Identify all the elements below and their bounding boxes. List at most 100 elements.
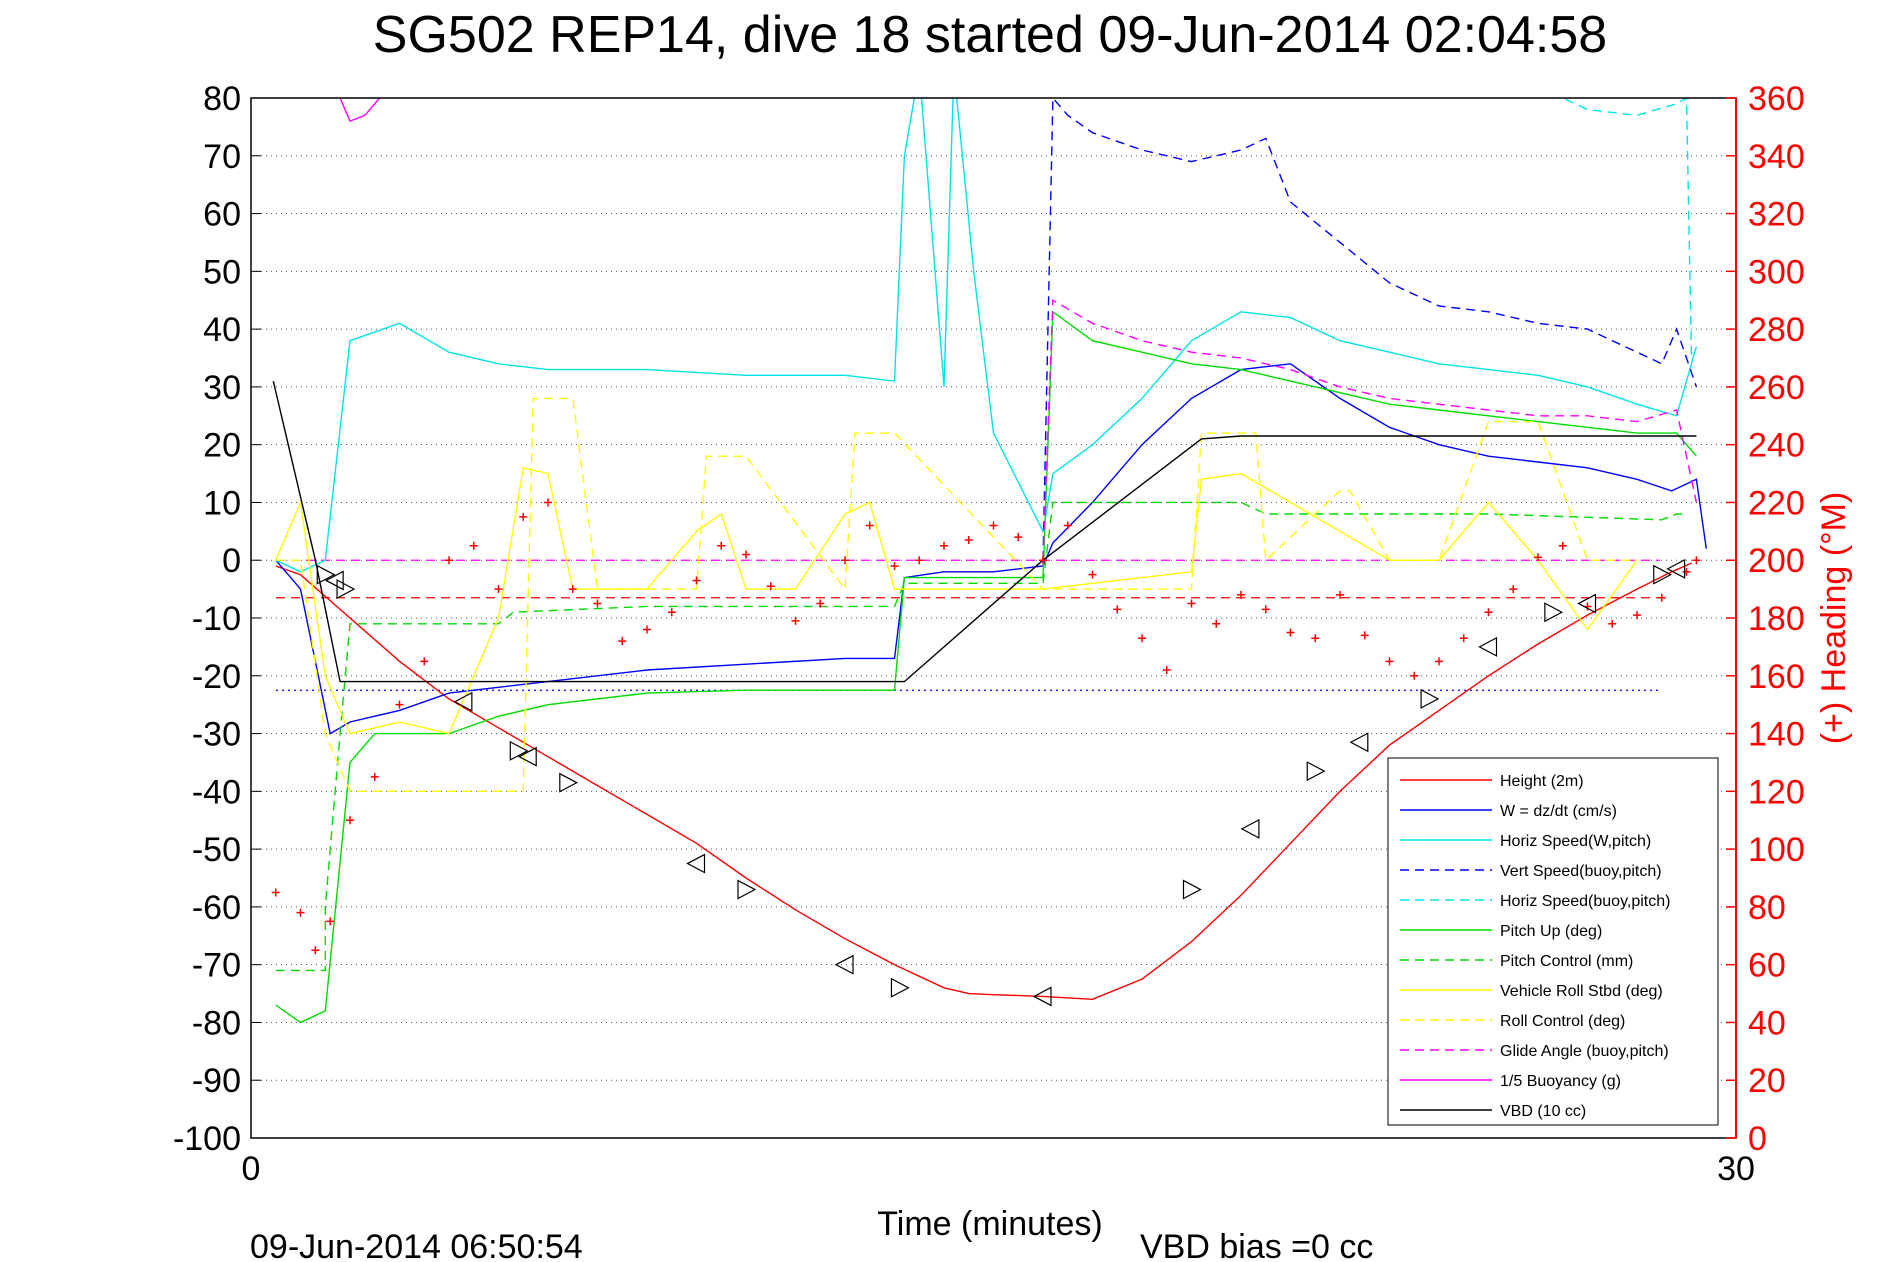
heading-point <box>519 512 528 521</box>
heading-point <box>1459 634 1468 643</box>
heading-point <box>1063 521 1072 530</box>
heading-point <box>1311 634 1320 643</box>
heading-point <box>1484 608 1493 617</box>
chart-title: SG502 REP14, dive 18 started 09-Jun-2014… <box>373 6 1607 64</box>
series-layer <box>271 98 1707 1024</box>
y-right-tick-label: 240 <box>1748 427 1805 465</box>
y-right-tick-label: 60 <box>1748 947 1786 985</box>
legend-label: Height (2m) <box>1500 773 1584 790</box>
series-line <box>275 562 1692 1001</box>
heading-point <box>816 599 825 608</box>
y-tick-label: 70 <box>203 138 241 176</box>
heading-point <box>494 585 503 594</box>
y-right-tick-label: 280 <box>1748 311 1805 349</box>
heading-point <box>841 556 849 565</box>
heading-point <box>1212 619 1221 628</box>
heading-point <box>766 582 775 591</box>
heading-point <box>1336 590 1344 599</box>
y-tick-label: 80 <box>203 80 241 118</box>
legend-label: 1/5 Buoyancy (g) <box>1500 1073 1621 1090</box>
heading-point <box>544 498 552 507</box>
legend-label: Vert Speed(buoy,pitch) <box>1500 863 1662 880</box>
series-line <box>275 98 1698 573</box>
y-tick-label: -70 <box>192 947 241 985</box>
heading-point <box>1014 533 1023 542</box>
depth-marker <box>1306 761 1326 782</box>
y-tick-label: -10 <box>192 600 241 638</box>
heading-point <box>1657 593 1666 602</box>
y-tick-label: 50 <box>203 253 241 291</box>
footer-time: 09-Jun-2014 06:50:54 <box>250 1228 583 1262</box>
y-right-tick-label: 100 <box>1748 831 1805 869</box>
y-tick-label: -90 <box>192 1062 241 1100</box>
heading-point <box>1633 611 1641 620</box>
y-right-tick-label: 200 <box>1748 542 1805 580</box>
heading-point <box>395 700 404 709</box>
depth-marker <box>1544 602 1564 623</box>
y-right-tick-label: 220 <box>1748 484 1805 522</box>
y-tick-label: -50 <box>192 831 241 869</box>
y-tick-label: -20 <box>192 658 241 696</box>
y-tick-label: -60 <box>192 889 241 927</box>
left-axis: 80 70 60 50 40 30 20 10 0 -10 -20 -30 -40 -50 -60 -70 -8… <box>173 80 261 1158</box>
footer-vbd-bias: VBD bias =0 cc <box>1140 1228 1373 1262</box>
depth-marker <box>834 954 854 975</box>
y-right-tick-label: 0 <box>1748 1120 1767 1158</box>
y-right-tick-label: 120 <box>1748 773 1805 811</box>
y-tick-label: 30 <box>203 369 241 407</box>
heading-series <box>271 498 1701 955</box>
heading-point <box>742 550 750 559</box>
heading-point <box>296 908 305 917</box>
legend-label: Pitch Up (deg) <box>1500 923 1602 940</box>
heading-point <box>1509 585 1518 594</box>
y-tick-label: 20 <box>203 427 241 465</box>
heading-point <box>618 637 627 646</box>
heading-point <box>643 625 651 634</box>
y-tick-label: -30 <box>192 716 241 754</box>
y-right-tick-label: 40 <box>1748 1004 1786 1042</box>
heading-point <box>1558 541 1567 550</box>
x-axis: 0 30 <box>242 1150 1755 1188</box>
heading-point <box>1360 631 1369 640</box>
series-line <box>1042 299 1698 561</box>
depth-marker-layer <box>316 558 1686 1007</box>
depth-marker <box>324 570 344 591</box>
legend: Height (2m) W = dz/dt (cm/s) Horiz Speed(W… <box>1387 757 1719 1126</box>
depth-marker <box>1478 636 1498 657</box>
depth-marker <box>686 853 706 874</box>
depth-marker <box>453 691 473 712</box>
depth-marker <box>1420 688 1440 709</box>
series-line <box>272 380 1697 683</box>
depth-marker <box>517 746 537 767</box>
heading-point <box>1435 657 1443 666</box>
heading-point <box>1187 599 1196 608</box>
legend-box <box>1387 757 1719 1126</box>
y-right-tick-label: 140 <box>1748 716 1805 754</box>
x-tick-label: 0 <box>242 1150 261 1188</box>
heading-point <box>593 599 602 608</box>
x-axis-label: Time (minutes) <box>877 1205 1102 1243</box>
heading-point <box>568 585 577 594</box>
depth-marker <box>1240 818 1260 839</box>
right-axis-label: (+) Heading (°M) <box>1815 492 1853 745</box>
depth-marker <box>1577 593 1597 614</box>
heading-point <box>469 541 478 550</box>
depth-marker <box>336 579 356 600</box>
heading-point <box>1410 671 1419 680</box>
legend-label: Pitch Control (mm) <box>1500 953 1633 970</box>
series-line <box>1561 98 1693 359</box>
right-axis: 3603403203002802602402202001801601401201… <box>1726 80 1805 1158</box>
y-right-tick-label: 80 <box>1748 889 1786 927</box>
heading-point <box>370 772 379 781</box>
heading-point <box>1692 556 1701 565</box>
x-tick-label: 30 <box>1717 1150 1755 1188</box>
y-right-tick-label: 300 <box>1748 253 1805 291</box>
heading-point <box>1162 666 1171 674</box>
y-right-tick-label: 340 <box>1748 138 1805 176</box>
heading-point <box>271 888 280 897</box>
heading-point <box>717 541 726 550</box>
y-right-tick-label: 180 <box>1748 600 1805 638</box>
heading-point <box>1286 628 1295 637</box>
depth-marker <box>316 564 336 585</box>
